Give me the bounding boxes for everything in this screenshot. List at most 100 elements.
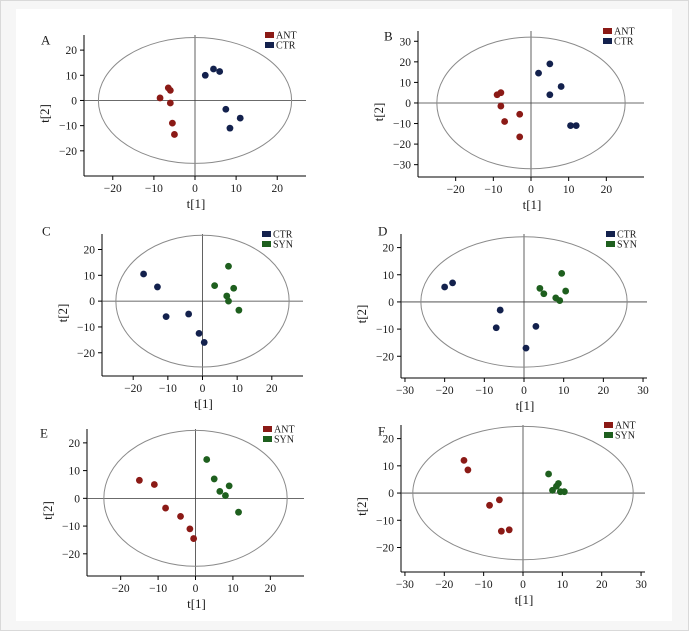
data-point-syn	[225, 482, 233, 490]
legend-label-syn: SYN	[274, 435, 294, 446]
data-point-ctr	[162, 313, 170, 321]
data-point-ant	[177, 512, 184, 520]
y-axis-title: t[2]	[354, 305, 369, 324]
data-point-syn	[211, 282, 219, 290]
data-point-ctr	[557, 83, 565, 90]
panel-label: F	[378, 424, 385, 439]
data-point-ant	[171, 131, 178, 138]
data-point-syn	[558, 269, 566, 277]
y-axis-title: t[2]	[37, 104, 52, 123]
x-tick-label: 10	[231, 383, 243, 395]
data-point-ant	[516, 110, 524, 118]
x-axis-title: t[1]	[187, 196, 206, 211]
data-point-ant	[186, 525, 194, 533]
y-tick-label: 20	[400, 57, 412, 69]
x-tick-label: −20	[436, 385, 454, 397]
confidence-ellipse	[420, 236, 628, 368]
y-tick-label: −30	[393, 160, 411, 172]
data-point-ctr	[140, 270, 147, 278]
data-point-syn	[540, 290, 548, 298]
data-point-ctr	[496, 306, 504, 314]
confidence-ellipse	[412, 425, 634, 561]
x-tick-label: −20	[447, 184, 465, 196]
x-tick-label: 10	[227, 583, 239, 595]
y-tick-label: 10	[400, 77, 412, 89]
data-point-ctr	[216, 68, 224, 75]
y-tick-label: −10	[376, 324, 394, 336]
data-point-ctr	[492, 324, 500, 332]
figure-panel-grid: A −20 −10 0 10 20 20 10 0 −10 −20 t[1] t[2] ANT CTR B −2…	[16, 9, 672, 621]
y-tick-label: −20	[59, 146, 77, 158]
legend-label-ctr: CTR	[276, 41, 296, 52]
data-point-ant	[497, 102, 505, 110]
y-tick-label: −20	[62, 549, 80, 561]
data-point-ctr	[522, 344, 530, 352]
y-tick-label: 10	[383, 270, 395, 282]
data-point-syn	[549, 486, 556, 494]
confidence-ellipse	[97, 37, 293, 164]
data-point-syn	[536, 284, 544, 292]
x-tick-label: 0	[193, 583, 199, 595]
y-tick-label: −10	[393, 119, 411, 131]
x-tick-label: −20	[435, 579, 453, 591]
data-point-ant	[497, 89, 505, 97]
x-tick-label: 10	[557, 579, 569, 591]
x-tick-label: −30	[396, 579, 414, 591]
data-point-ant	[156, 94, 164, 102]
y-axis-title: t[2]	[371, 103, 386, 122]
data-point-ant	[497, 527, 505, 535]
legend-label-syn: SYN	[615, 431, 635, 442]
x-axis-title: t[1]	[523, 197, 542, 212]
panel-d: D −30 −20 −10 0 10 20 30 20 10 0 −10 −20 t[1] t[2] CTRS…	[354, 224, 649, 413]
legend-label-ctr: CTR	[614, 37, 634, 48]
x-tick-label: 0	[528, 184, 534, 196]
legend-swatch-syn	[606, 241, 615, 247]
legend-label-ant: ANT	[614, 27, 635, 38]
x-axis-title: t[1]	[194, 396, 213, 411]
data-point-ant	[168, 119, 176, 127]
legend-label-ant: ANT	[274, 425, 295, 436]
legend-swatch-syn	[262, 241, 271, 247]
x-tick-label: 30	[635, 579, 647, 591]
x-tick-label: 20	[598, 385, 610, 397]
data-point-ctr	[546, 91, 554, 99]
legend-swatch-ctr	[606, 231, 615, 237]
pca-score-plots: A−20 −10 0 10 2020100−10−20t[1]t[2]ANTCTRB−2…	[37, 27, 649, 612]
y-tick-label: −10	[77, 322, 95, 334]
data-point-syn	[235, 306, 243, 314]
data-point-ctr	[572, 122, 580, 129]
data-point-syn	[216, 488, 224, 495]
confidence-ellipse	[436, 36, 626, 170]
confidence-ellipse	[115, 234, 290, 368]
data-point-ctr	[546, 60, 554, 68]
panel-label: A	[41, 33, 51, 48]
legend-label-ctr: CTR	[273, 230, 293, 241]
data-point-ant	[486, 501, 493, 509]
x-tick-label: −10	[149, 583, 167, 595]
data-point-syn	[225, 262, 232, 270]
x-tick-label: 20	[271, 183, 283, 195]
data-point-ant	[150, 481, 158, 488]
legend-swatch-ant	[265, 32, 274, 38]
data-point-ctr	[236, 114, 244, 122]
data-point-ctr	[201, 71, 209, 79]
panel-label: D	[378, 224, 387, 239]
legend-swatch-syn	[263, 436, 272, 442]
data-point-syn	[210, 475, 218, 483]
x-tick-label: −10	[484, 184, 502, 196]
data-point-syn	[560, 488, 568, 496]
x-tick-label: 0	[200, 383, 206, 395]
y-tick-label: −10	[376, 515, 394, 527]
data-point-ctr	[154, 283, 161, 291]
x-tick-label: 20	[601, 184, 613, 196]
data-point-ant	[501, 118, 509, 125]
x-tick-label: −10	[475, 579, 493, 591]
y-tick-label: −20	[393, 139, 411, 151]
panel-f: F −30 −20 −10 0 10 20 30 20 10 0 −10 −20 t[1] t[2] ANTS…	[354, 421, 647, 608]
data-point-ctr	[535, 69, 542, 77]
